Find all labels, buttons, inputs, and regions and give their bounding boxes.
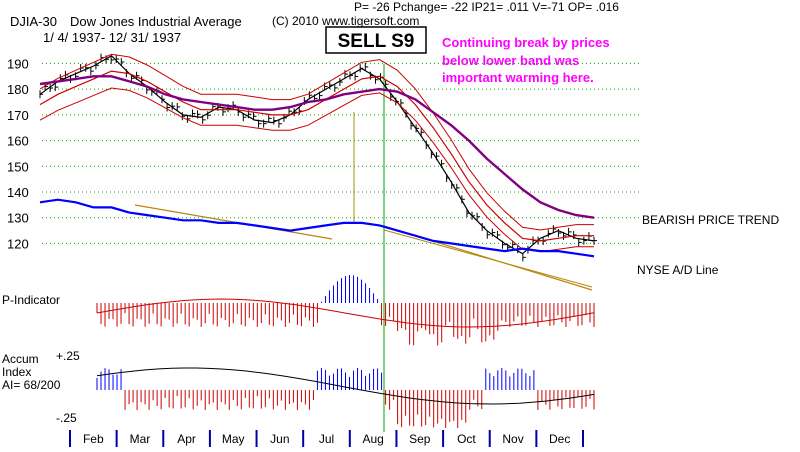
- month-label: Mar: [130, 432, 151, 446]
- month-label: Dec: [549, 432, 570, 446]
- upper-band-line: [39, 53, 594, 231]
- label-ad-line: NYSE A/D Line: [637, 263, 719, 277]
- annotation-line-3: important warming here.: [442, 70, 594, 85]
- header-copyright: (C) 2010 www.tigersoft.com: [272, 14, 419, 28]
- header-date-range: 1/ 4/ 1937- 12/ 31/ 1937: [43, 30, 181, 45]
- indicator-layer: [96, 275, 595, 428]
- series-line: [39, 75, 595, 219]
- y-tick-label: 140: [7, 185, 29, 200]
- header-stats: P= -26 Pchange= -22 IP21= .011 V=-71 OP=…: [354, 0, 619, 14]
- series-line: [39, 54, 595, 255]
- y-tick-label: 180: [7, 82, 29, 97]
- y-tick-label: 160: [7, 134, 29, 149]
- month-label: Feb: [83, 432, 104, 446]
- accum-label-3: AI= 68/200: [2, 378, 61, 392]
- signal-label: SELL S9: [338, 31, 415, 52]
- month-label: Oct: [457, 432, 476, 446]
- month-axis: Feb Mar Apr May Jun Jul Aug Sep Oct Nov Dec: [69, 430, 584, 447]
- lower-band-line: [39, 87, 594, 253]
- month-label: Nov: [502, 432, 523, 446]
- y-tick-label: 120: [7, 236, 29, 251]
- series-layer: [39, 53, 597, 262]
- month-label: Jun: [270, 432, 289, 446]
- month-label: Apr: [177, 432, 196, 446]
- p-indicator-ma: [96, 298, 595, 328]
- accum-label-1: Accum: [2, 352, 39, 366]
- y-tick-label: 170: [7, 108, 29, 123]
- accum-ma: [96, 367, 595, 405]
- p-indicator-label: P-Indicator: [2, 293, 60, 307]
- month-label: Sep: [409, 432, 431, 446]
- y-tick-label: 150: [7, 159, 29, 174]
- annotation-line-1: Continuing break by prices: [442, 35, 610, 50]
- month-label: May: [222, 432, 245, 446]
- series-line: [39, 198, 595, 258]
- header-ticker: DJIA-30: [10, 14, 57, 29]
- accum-bottom-tick: -.25: [56, 411, 77, 425]
- y-axis-ticks: 190 180 170 160 150 140 130 120: [7, 56, 29, 251]
- month-label: Jul: [319, 432, 334, 446]
- header-name: Dow Jones Industrial Average: [70, 14, 242, 29]
- label-bearish-trend: BEARISH PRICE TREND: [642, 213, 779, 227]
- y-tick-label: 190: [7, 56, 29, 71]
- month-label: Aug: [362, 432, 383, 446]
- accum-top-tick: +.25: [56, 349, 80, 363]
- y-tick-label: 130: [7, 211, 29, 226]
- accum-label-2: Index: [2, 365, 31, 379]
- series-line: [39, 70, 594, 242]
- signal-box: [325, 26, 427, 54]
- annotation-line-2: below lower band was: [442, 53, 579, 68]
- ad-trendline-3: [383, 229, 593, 288]
